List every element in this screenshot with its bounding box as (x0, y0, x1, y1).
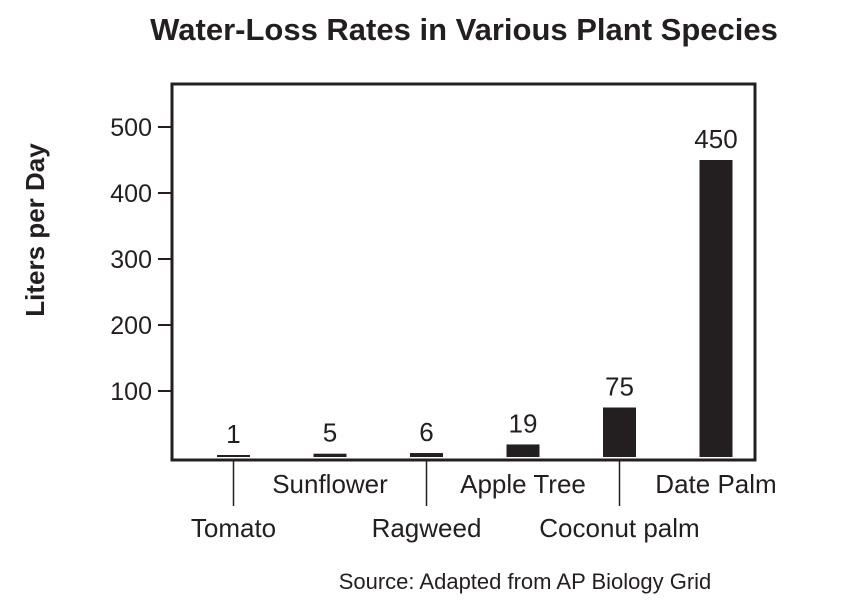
source-note: Source: Adapted from AP Biology Grid (339, 569, 712, 594)
y-axis-label: Liters per Day (20, 143, 50, 317)
y-tick-label: 200 (110, 312, 152, 340)
bar-ragweed (410, 453, 443, 457)
category-label: Tomato (191, 513, 276, 543)
data-label: 19 (509, 408, 538, 438)
y-axis-ticks: 100 200 300 400 500 (110, 114, 172, 406)
bar-date-palm (699, 160, 733, 457)
y-tick-label: 300 (110, 246, 152, 274)
chart-title: Water-Loss Rates in Various Plant Specie… (150, 12, 778, 47)
data-label: 450 (694, 124, 737, 154)
y-tick-label: 400 (110, 180, 152, 208)
bar-sunflower (313, 453, 347, 457)
category-label: Coconut palm (539, 513, 699, 543)
y-tick-label: 500 (110, 114, 152, 142)
plot-frame (170, 82, 757, 462)
bar-apple-tree (506, 444, 540, 457)
bar-tomato (217, 455, 250, 457)
category-label: Apple Tree (460, 469, 586, 499)
data-label: 5 (323, 418, 337, 448)
y-tick-label: 100 (110, 378, 152, 406)
category-labels: Tomato Sunflower Ragweed Apple Tree Coconut … (191, 460, 777, 543)
data-label: 1 (226, 419, 240, 449)
bars: 1 5 6 19 75 450 (217, 124, 738, 457)
category-label: Sunflower (272, 469, 388, 499)
data-label: 6 (419, 417, 433, 447)
bar-coconut-palm (603, 407, 636, 457)
category-label: Ragweed (372, 513, 482, 543)
category-label: Date Palm (655, 469, 776, 499)
data-label: 75 (605, 372, 634, 402)
